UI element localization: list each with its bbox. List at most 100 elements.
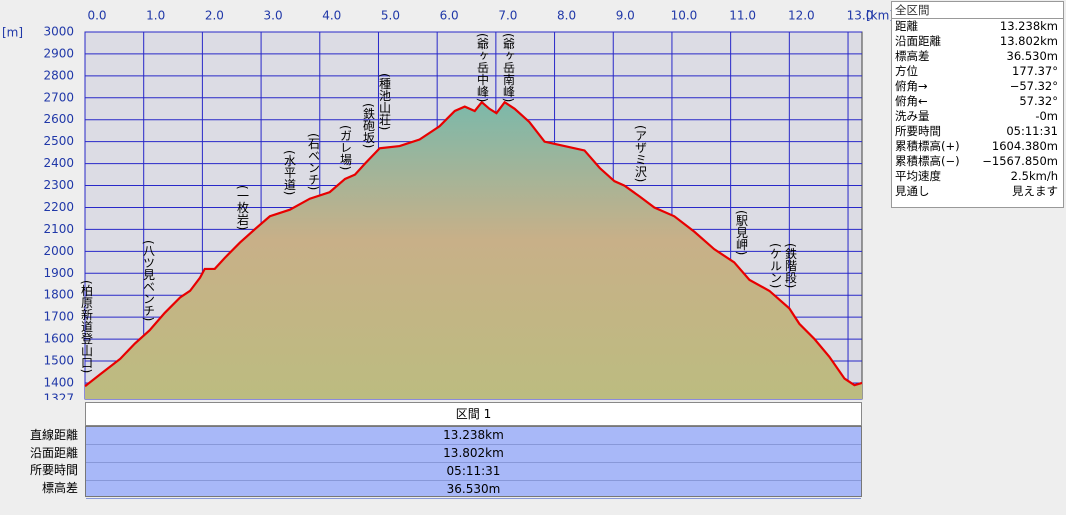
summary-row: 見通し 見えます: [892, 184, 1063, 199]
section-title[interactable]: 区間 1: [85, 402, 862, 426]
y-tick-label: 2600: [43, 112, 74, 126]
y-tick-label: 2800: [43, 68, 74, 82]
x-tick-label: 0.0: [87, 9, 106, 23]
x-tick-label: 7.0: [498, 9, 517, 23]
y-tick-label: 1700: [43, 310, 74, 324]
annotation: (鉄階段): [784, 243, 798, 288]
summary-key: 平均速度: [895, 169, 941, 183]
summary-value: 13.802km: [999, 34, 1058, 48]
annotation: (水平道): [283, 150, 297, 195]
annotation: (爺ヶ岳中峰): [476, 33, 490, 102]
summary-value: −1567.850m: [982, 154, 1058, 168]
summary-key: 累積標高(−): [895, 154, 960, 168]
summary-row: 洗み量 -0m: [892, 109, 1063, 124]
x-tick-label: 8.0: [557, 9, 576, 23]
section-label: 所要時間: [29, 463, 78, 477]
section-value: 13.238km: [86, 427, 861, 445]
summary-value: 13.238km: [999, 19, 1058, 33]
section-value: 13.802km: [86, 445, 861, 463]
x-tick-label: 1.0: [146, 9, 165, 23]
summary-key: 累積標高(+): [895, 139, 960, 153]
section-label: 沿面距離: [29, 445, 78, 460]
y-tick-label: 2900: [43, 46, 74, 60]
y-tick-label: 1600: [43, 332, 74, 346]
x-tick-label: 10.0: [671, 9, 698, 23]
summary-key: 俯角←: [895, 94, 928, 108]
y-tick-label: 2700: [43, 90, 74, 104]
y-tick-label: 2000: [43, 244, 74, 258]
summary-title: 全区間: [892, 2, 1063, 19]
x-tick-label: 5.0: [381, 9, 400, 23]
summary-value: 見えます: [1012, 184, 1058, 198]
summary-row: 距離 13.238km: [892, 19, 1063, 34]
elevation-line: [84, 100, 863, 388]
x-tick-label: 2.0: [205, 9, 224, 23]
summary-row: 方位 177.37°: [892, 64, 1063, 79]
summary-key: 見通し: [895, 184, 930, 198]
summary-row: 累積標高(−) −1567.850m: [892, 154, 1063, 169]
summary-row: 俯角→ −57.32°: [892, 79, 1063, 94]
annotation: (石ベンチ): [307, 133, 321, 190]
x-tick-label: 3.0: [264, 9, 283, 23]
y-tick-label: 1500: [43, 354, 74, 368]
y-tick-label: 1800: [43, 288, 74, 302]
y-tick-label: 2500: [43, 134, 74, 148]
x-tick-label: 6.0: [440, 9, 459, 23]
annotation: (一枚岩): [236, 185, 250, 230]
summary-key: 俯角→: [895, 79, 928, 93]
summary-key: 距離: [895, 19, 918, 33]
summary-key: 洗み量: [895, 109, 930, 123]
chart: [m] [km] 1327 1400 1500 1600 1700 1800 1900 200…: [2, 9, 894, 401]
summary-value: 2.5km/h: [1010, 169, 1058, 183]
y-tick-label: 2100: [43, 222, 74, 236]
terrain-area: [85, 102, 862, 399]
summary-row: 沿面距離 13.802km: [892, 34, 1063, 49]
y-tick-label: 2400: [43, 156, 74, 170]
summary-row: 平均速度 2.5km/h: [892, 169, 1063, 184]
annotation: (柏原新道登山口): [80, 280, 94, 373]
x-tick-label: 13.0: [847, 9, 874, 23]
section-value: 05:11:31: [86, 463, 861, 481]
annotation: (鉄砲坂): [362, 103, 376, 148]
summary-value: 05:11:31: [1006, 124, 1058, 138]
summary-key: 所要時間: [895, 124, 941, 138]
summary-row: 俯角← 57.32°: [892, 94, 1063, 109]
x-tick-label: 11.0: [729, 9, 756, 23]
y-tick-label: 1900: [43, 266, 74, 280]
annotation: (ケルン): [769, 243, 783, 288]
section-label: 直線距離: [29, 428, 78, 442]
section-table: 13.238km 13.802km 05:11:31 36.530m: [85, 426, 862, 499]
summary-key: 沿面距離: [895, 34, 941, 48]
x-tick-label: 4.0: [322, 9, 341, 23]
section-label: 標高差: [41, 480, 78, 495]
annotation: (駅見岬): [735, 210, 749, 255]
summary-key: 方位: [895, 64, 918, 78]
x-tick-label: 9.0: [616, 9, 635, 23]
annotation: (アザミ沢): [634, 125, 648, 182]
summary-row: 所要時間 05:11:31: [892, 124, 1063, 139]
summary-panel: 全区間 距離 13.238km 沿面距離 13.802km 標高差 36.530m 方位 17…: [891, 1, 1064, 208]
summary-value: 1604.380m: [991, 139, 1058, 153]
summary-value: −57.32°: [1009, 79, 1058, 93]
annotation: (種池山荘): [378, 73, 392, 130]
summary-row: 標高差 36.530m: [892, 49, 1063, 64]
annotation: (爺ヶ岳南峰): [502, 33, 516, 102]
x-unit: [km]: [866, 9, 894, 23]
summary-row: 累積標高(+) 1604.380m: [892, 139, 1063, 154]
y-tick-label: 1327: [43, 392, 74, 401]
annotation: (ガレ場): [339, 125, 353, 170]
summary-value: -0m: [1035, 109, 1058, 123]
summary-value: 177.37°: [1012, 64, 1058, 78]
x-tick-label: 12.0: [788, 9, 815, 23]
y-tick-label: 3000: [43, 25, 74, 39]
y-tick-label: 2200: [43, 200, 74, 214]
summary-key: 標高差: [895, 49, 930, 63]
y-tick-label: 1400: [43, 375, 74, 389]
y-unit: [m]: [2, 26, 23, 40]
summary-value: 36.530m: [1006, 49, 1058, 63]
summary-value: 57.32°: [1019, 94, 1058, 108]
y-tick-label: 2300: [43, 178, 74, 192]
annotation: (八ツ見ベンチ): [142, 240, 156, 321]
section-value: 36.530m: [86, 481, 861, 499]
